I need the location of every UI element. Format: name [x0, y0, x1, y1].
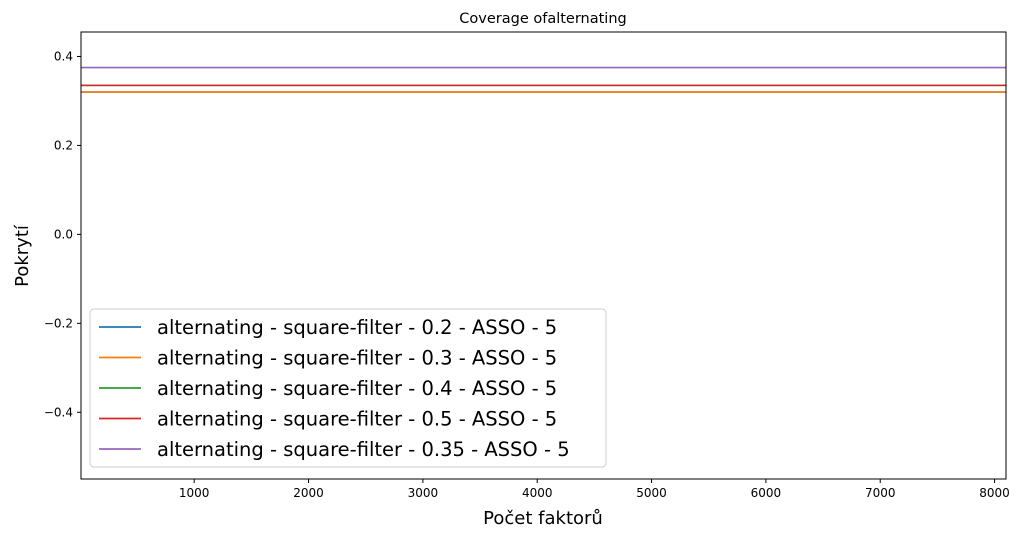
x-axis-title: Počet faktorů: [483, 508, 603, 529]
y-tick-label: −0.4: [44, 405, 73, 419]
x-tick-label: 6000: [751, 486, 782, 500]
y-axis-title: Pokrytí: [12, 224, 33, 287]
plot-frame: [80, 31, 1007, 480]
chart-title: Coverage ofalternating: [459, 11, 626, 27]
legend: alternating - square-filter - 0.2 - ASSO…: [89, 308, 607, 468]
y-axis-ticks: −0.4 −0.2 0.0 0.2 0.4: [44, 49, 81, 419]
x-tick-label: 4000: [522, 486, 553, 500]
y-tick-label: −0.2: [44, 316, 73, 330]
y-tick-label: 0.2: [54, 138, 73, 152]
legend-items: alternating - square-filter - 0.2 - ASSO…: [99, 316, 570, 461]
x-tick-label: 1000: [179, 486, 210, 500]
x-axis-ticks: 1000 2000 3000 4000 5000 6000 7000 8000: [179, 479, 1010, 500]
legend-box: [89, 308, 607, 468]
legend-label-3: alternating - square-filter - 0.5 - ASSO…: [157, 408, 557, 431]
y-tick-label: 0.0: [54, 227, 73, 241]
x-tick-label: 7000: [865, 486, 896, 500]
x-tick-label: 3000: [408, 486, 439, 500]
series-layer: [81, 66, 1006, 93]
y-tick-label: 0.4: [54, 49, 73, 63]
legend-label-4: alternating - square-filter - 0.35 - ASS…: [157, 438, 570, 461]
legend-label-1: alternating - square-filter - 0.3 - ASSO…: [157, 347, 557, 370]
legend-label-2: alternating - square-filter - 0.4 - ASSO…: [157, 377, 557, 400]
x-tick-label: 5000: [636, 486, 667, 500]
legend-label-0: alternating - square-filter - 0.2 - ASSO…: [157, 316, 557, 339]
x-tick-label: 8000: [979, 486, 1010, 500]
x-tick-label: 2000: [293, 486, 324, 500]
